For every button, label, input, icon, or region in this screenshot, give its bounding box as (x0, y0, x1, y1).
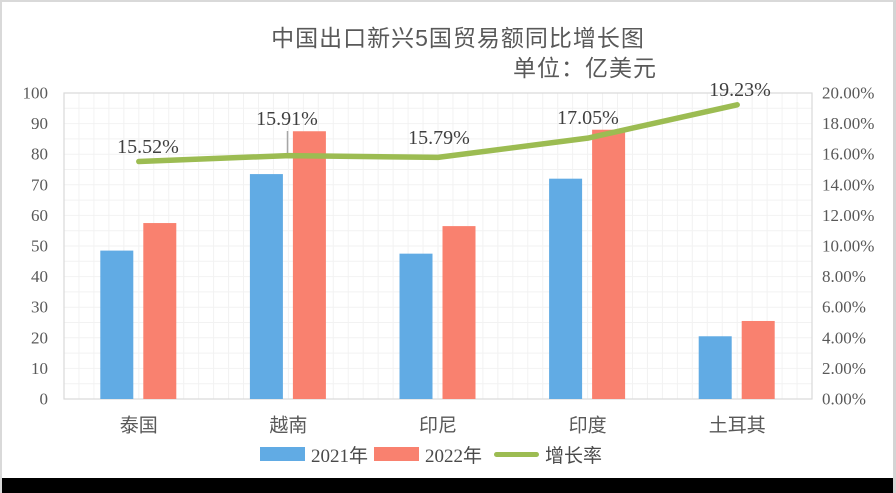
y-axis-tick-left: 20 (31, 328, 48, 347)
y-axis-tick-right: 16.00% (822, 145, 874, 164)
y-axis-tick-right: 0.00% (822, 390, 866, 409)
bar-2021 (249, 174, 283, 399)
y-axis-tick-right: 20.00% (822, 84, 874, 103)
y-axis-tick-left: 100 (23, 84, 49, 103)
legend: 2021年 2022年 增长率 (260, 444, 602, 467)
line-data-label: 17.05% (557, 107, 619, 129)
x-axis-category-label: 印度 (569, 415, 607, 437)
legend-swatch-growth-line (494, 451, 540, 457)
y-axis-tick-right: 12.00% (822, 206, 874, 225)
x-axis-category-label: 土耳其 (709, 415, 766, 437)
x-axis-category-label: 印尼 (419, 415, 457, 437)
y-axis-tick-right: 8.00% (822, 267, 866, 286)
x-axis-category-label: 越南 (269, 415, 307, 437)
y-axis-tick-right: 10.00% (822, 237, 874, 256)
y-axis-tick-left: 40 (31, 267, 48, 286)
y-axis-tick-right: 4.00% (822, 328, 866, 347)
y-axis-tick-right: 2.00% (822, 359, 866, 378)
bar-2021 (399, 253, 433, 399)
legend-swatch-2022 (374, 447, 420, 461)
line-data-label: 15.91% (256, 108, 318, 130)
legend-label-2022: 2022年 (425, 445, 483, 467)
y-axis-tick-left: 0 (40, 390, 49, 409)
y-axis-tick-right: 18.00% (822, 114, 874, 133)
y-axis-tick-left: 70 (31, 175, 48, 194)
x-axis-category-label: 泰国 (120, 415, 158, 437)
y-axis-tick-right: 14.00% (822, 175, 874, 194)
legend-label-growth: 增长率 (545, 445, 603, 467)
bar-2022 (741, 320, 775, 399)
bar-2022 (442, 226, 476, 399)
line-data-label: 15.52% (117, 136, 179, 158)
y-axis-tick-right: 6.00% (822, 298, 866, 317)
y-axis-tick-left: 90 (31, 114, 48, 133)
bar-2022 (143, 223, 177, 399)
chart-subtitle-unit: 单位：亿美元 (513, 55, 657, 81)
growth-rate-line (136, 102, 740, 165)
y-axis-tick-left: 30 (31, 298, 48, 317)
bar-2021 (698, 336, 732, 399)
bar-2022 (292, 131, 326, 399)
y-axis-tick-left: 80 (31, 145, 48, 164)
plot-border (63, 92, 813, 400)
bar-2022 (592, 129, 626, 399)
bar-2021 (549, 178, 583, 399)
legend-label-2021: 2021年 (311, 445, 369, 467)
y-axis-tick-left: 50 (31, 237, 48, 256)
y-axis-tick-left: 60 (31, 206, 48, 225)
legend-swatch-2021 (260, 447, 305, 461)
line-data-label: 19.23% (709, 79, 771, 101)
y-axis-tick-left: 10 (31, 359, 48, 378)
bottom-black-bar (2, 478, 893, 493)
line-data-label: 15.79% (408, 127, 470, 149)
bar-2021 (100, 250, 134, 399)
chart-title: 中国出口新兴5国贸易额同比增长图 (271, 25, 645, 51)
